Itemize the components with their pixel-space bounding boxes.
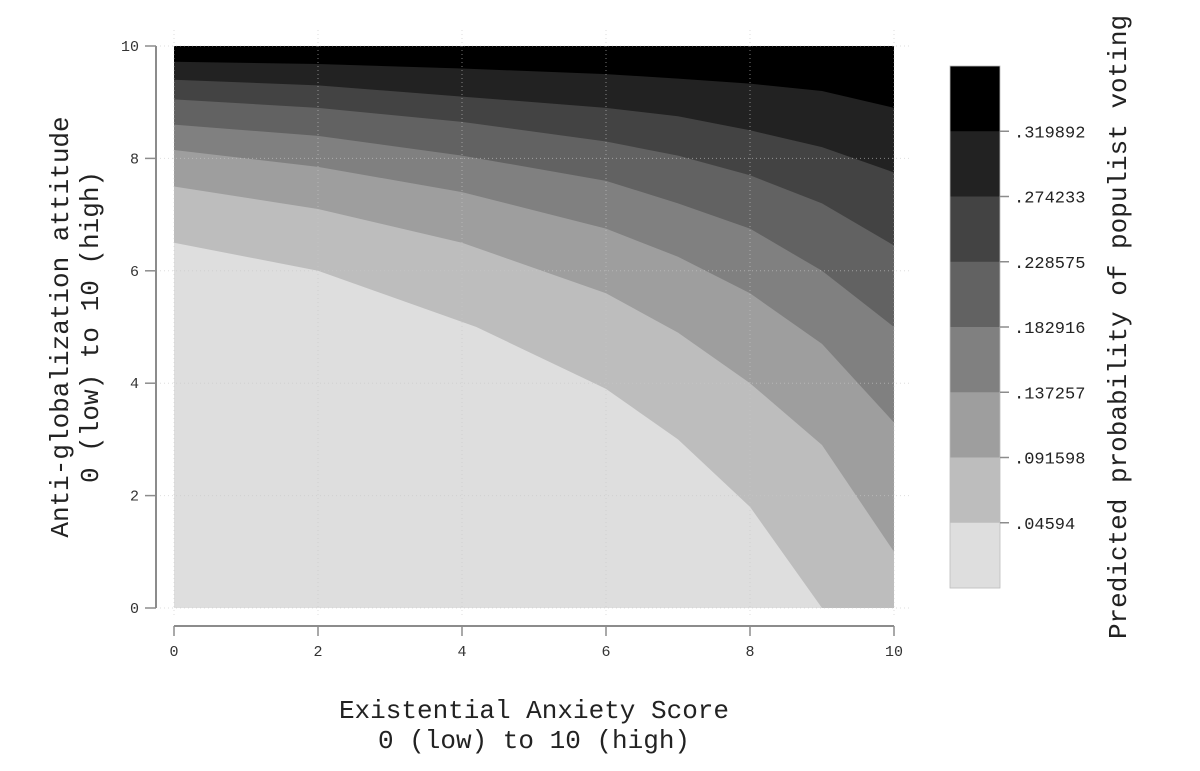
gridlines bbox=[160, 30, 910, 616]
colorbar-swatch bbox=[950, 66, 1000, 132]
colorbar-swatch bbox=[950, 392, 1000, 458]
y-axis-title: Anti-globalization attitude bbox=[46, 116, 76, 537]
y-tick-label: 10 bbox=[121, 39, 139, 56]
colorbar-tick-label: .137257 bbox=[1014, 385, 1085, 404]
colorbar-tick-label: .04594 bbox=[1014, 516, 1075, 535]
y-tick-label: 8 bbox=[130, 151, 139, 168]
y-axis-subtitle: 0 (low) to 10 (high) bbox=[76, 171, 106, 483]
x-tick-label: 4 bbox=[457, 644, 466, 661]
colorbar-tick-label: .319892 bbox=[1014, 124, 1085, 143]
colorbar-swatch bbox=[950, 131, 1000, 197]
x-axis-subtitle: 0 (low) to 10 (high) bbox=[378, 726, 690, 756]
colorbar-swatch bbox=[950, 261, 1000, 328]
colorbar-swatch bbox=[950, 196, 1000, 263]
colorbar-tick-label: .182916 bbox=[1014, 320, 1085, 339]
x-tick-label: 2 bbox=[313, 644, 322, 661]
colorbar-swatch bbox=[950, 457, 1000, 524]
y-tick-label: 0 bbox=[130, 601, 139, 618]
y-tick-label: 6 bbox=[130, 264, 139, 281]
axes: 0 2 4 6 8 10 0 2 4 6 8 10 bbox=[121, 39, 903, 661]
colorbar-title: Predicted probability of populist voting bbox=[1104, 15, 1134, 639]
x-axis-title: Existential Anxiety Score bbox=[339, 696, 729, 726]
x-tick-label: 8 bbox=[745, 644, 754, 661]
x-tick-label: 10 bbox=[885, 644, 903, 661]
colorbar-tick-label: .274233 bbox=[1014, 190, 1085, 209]
colorbar-tick-label: .228575 bbox=[1014, 255, 1085, 274]
contour-band bbox=[174, 242, 894, 608]
colorbar-tick-label: .091598 bbox=[1014, 451, 1085, 470]
y-tick-label: 2 bbox=[130, 489, 139, 506]
colorbar-swatch bbox=[950, 327, 1000, 393]
x-tick-label: 0 bbox=[169, 644, 178, 661]
x-tick-label: 6 bbox=[601, 644, 610, 661]
contour-bands bbox=[174, 46, 894, 609]
colorbar-legend: .319892 .274233 .228575 .182916 .137257 .0915… bbox=[949, 65, 1085, 589]
y-tick-label: 4 bbox=[130, 376, 139, 393]
colorbar-swatch bbox=[950, 522, 1000, 589]
